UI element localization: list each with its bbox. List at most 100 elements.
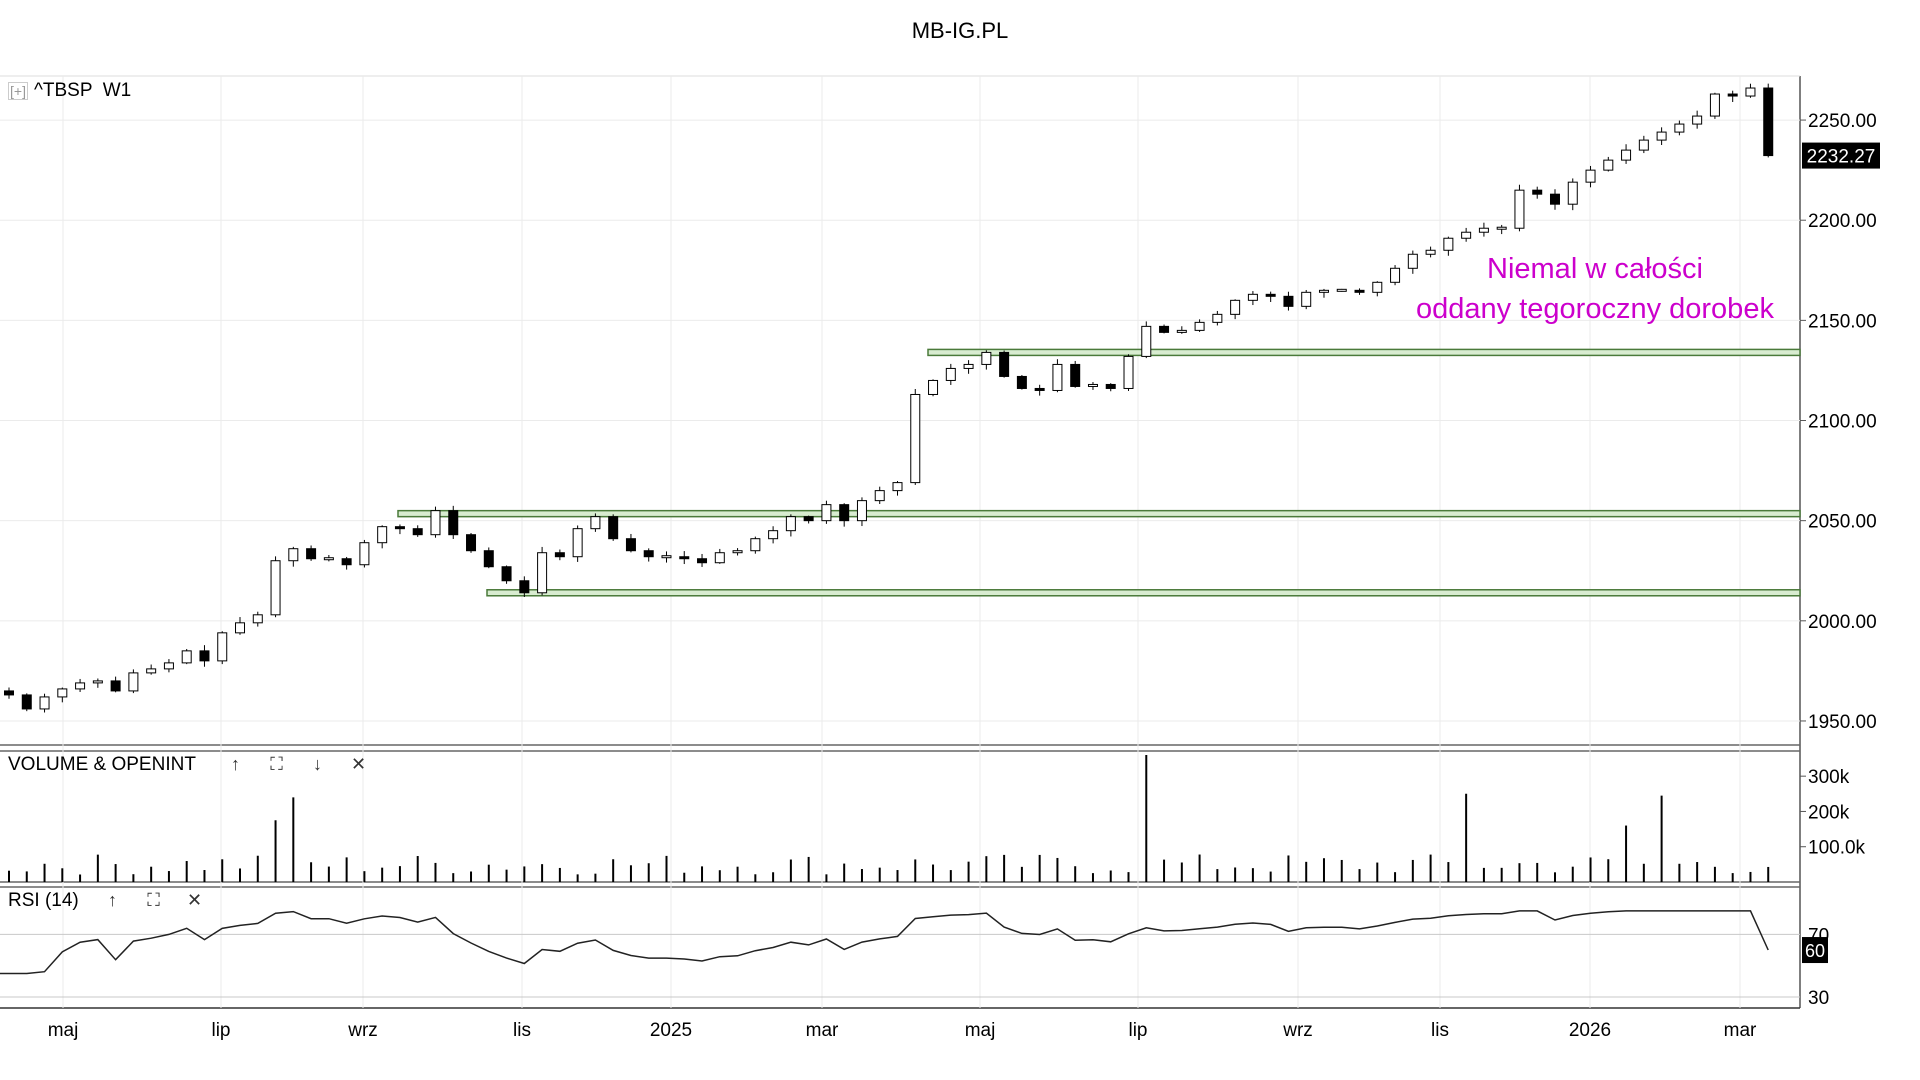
candle-up <box>1638 139 1649 151</box>
candle-up <box>1123 355 1134 389</box>
candle-down <box>608 516 619 540</box>
candle-up <box>377 526 388 544</box>
volume-axis-label: 100.0k <box>1808 838 1866 859</box>
candle-down <box>1283 295 1294 307</box>
move-up-icon[interactable]: ↑ <box>231 754 240 774</box>
candle-up <box>1674 123 1685 133</box>
price-axis-label: 2200.00 <box>1808 211 1877 232</box>
time-axis-label: 2026 <box>1569 1020 1611 1041</box>
annotation-line-1: Niemal w całości <box>1487 253 1703 285</box>
rsi-last-marker <box>1802 937 1828 964</box>
last-price-marker <box>1802 142 1880 169</box>
price-axis-label: 2100.00 <box>1808 412 1877 433</box>
candle-up <box>1372 281 1383 293</box>
price-axis-label: 2000.00 <box>1808 612 1877 633</box>
candle-up <box>57 688 68 698</box>
candle-up <box>1176 329 1187 333</box>
candle-up <box>1585 169 1596 183</box>
candle-down <box>21 694 32 710</box>
candle-down <box>199 650 210 662</box>
candle-up <box>39 696 50 710</box>
candle-down <box>394 526 405 530</box>
candle-up <box>537 552 548 594</box>
level-line <box>486 589 1801 597</box>
candle-down <box>1549 193 1560 205</box>
candle-up <box>146 668 157 674</box>
candle-down <box>643 550 654 558</box>
candle-down <box>803 516 814 522</box>
maximize-icon[interactable]: ⛶ <box>270 754 283 774</box>
candle-up <box>235 622 246 634</box>
close-icon[interactable]: ✕ <box>186 890 203 910</box>
time-axis-label: maj <box>48 1020 79 1041</box>
time-axis-label: 2025 <box>650 1020 692 1041</box>
time-axis-label: lip <box>1128 1020 1147 1041</box>
candle-up <box>1461 231 1472 239</box>
time-axis-label: lip <box>211 1020 230 1041</box>
candle-up <box>874 490 885 502</box>
candle-up <box>181 650 192 664</box>
candle-down <box>110 680 121 692</box>
candle-down <box>697 558 708 564</box>
time-axis-label: wrz <box>1282 1020 1313 1041</box>
symbol-header: [+] ^TBSP W1 <box>8 80 131 102</box>
candle-down <box>4 690 14 696</box>
candle-up <box>1301 291 1312 307</box>
candle-up <box>981 351 992 365</box>
candle-up <box>1603 159 1614 171</box>
candle-up <box>1318 289 1329 293</box>
rsi-panel-label: RSI (14) <box>8 890 79 911</box>
candle-up <box>92 680 103 684</box>
candle-up <box>1621 149 1632 161</box>
candle-up <box>1194 321 1205 331</box>
level-line <box>397 509 1801 518</box>
time-axis-label: wrz <box>347 1020 378 1041</box>
candle-up <box>1336 288 1347 292</box>
candle-up <box>75 682 86 690</box>
move-down-icon[interactable]: ↓ <box>313 754 322 774</box>
candle-up <box>1496 226 1507 230</box>
annotation-text: Niemal w całości oddany tegoroczny dorob… <box>1415 249 1775 329</box>
time-axis-label: maj <box>965 1020 996 1041</box>
candle-up <box>821 504 832 522</box>
candle-up <box>1514 189 1525 229</box>
candle-down <box>999 351 1010 377</box>
candle-down <box>1265 293 1276 297</box>
candle-up <box>430 510 441 536</box>
expand-icon[interactable]: [+] <box>8 82 28 100</box>
candle-up <box>270 560 281 616</box>
candle-up <box>1390 267 1401 283</box>
maximize-icon[interactable]: ⛶ <box>147 890 160 910</box>
candle-up <box>1141 325 1152 357</box>
candle-down <box>1070 363 1081 387</box>
candle-up <box>1567 181 1578 205</box>
candle-up <box>128 672 139 692</box>
candle-down <box>501 566 512 582</box>
move-up-icon[interactable]: ↑ <box>108 890 117 910</box>
candle-up <box>856 500 867 522</box>
candle-down <box>554 552 565 558</box>
candle-down <box>1034 387 1045 391</box>
candle-up <box>572 528 583 558</box>
candle-down <box>839 504 850 522</box>
candle-down <box>448 510 459 536</box>
candle-up <box>252 614 263 624</box>
candle-up <box>288 548 299 562</box>
rsi-last-label: 60 <box>1805 941 1825 961</box>
candle-up <box>714 552 725 564</box>
close-icon[interactable]: ✕ <box>350 754 367 774</box>
candle-up <box>1247 293 1258 301</box>
candle-up <box>163 662 174 670</box>
volume-axis-label: 300k <box>1808 767 1850 788</box>
candle-up <box>217 632 228 662</box>
price-axis-label: 2250.00 <box>1808 111 1877 132</box>
candle-up <box>928 379 939 395</box>
candle-up <box>359 542 370 566</box>
rsi-panel-toolbar: ↑ ⛶ ✕ <box>92 890 215 911</box>
candle-down <box>1016 375 1027 389</box>
candle-down <box>412 528 423 536</box>
price-axis-label: 2150.00 <box>1808 311 1877 332</box>
volume-panel-label: VOLUME & OPENINT <box>8 754 196 775</box>
candle-up <box>590 516 601 530</box>
